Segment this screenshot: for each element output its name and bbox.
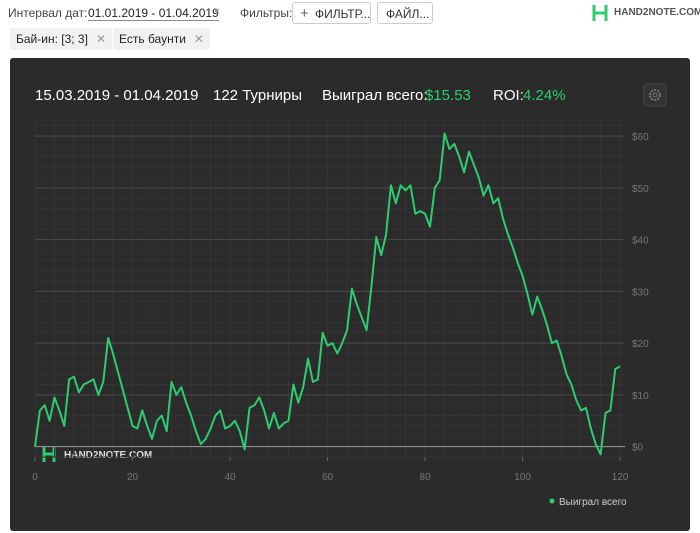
plus-icon: + [300,5,309,22]
x-tick-label: 40 [224,472,236,483]
chart-panel: 15.03.2019 - 01.04.2019 122 Турниры Выиг… [10,58,690,531]
watermark-text: HAND2NOTE.COM [64,450,152,461]
x-tick-label: 100 [514,472,531,483]
date-label: Интервал дат: [8,6,88,20]
x-tick-label: 60 [322,472,334,483]
dropdown-arrow[interactable]: ▼ [212,6,221,16]
add-filter-button[interactable]: + ФИЛЬТР... [292,2,371,24]
y-tick-label: $10 [632,391,649,402]
chip-close[interactable]: ✕ [95,32,106,46]
chip[interactable]: Бай-ин: [3; 3] ✕ [10,28,112,50]
y-tick-label: $0 [632,443,644,454]
x-tick-label: 20 [127,472,139,483]
stats-tournaments: 122 Турниры [213,87,302,104]
chip-text: Есть баунти [119,32,186,46]
x-tick-label: 80 [420,472,432,483]
series-line [34,132,621,456]
legend-label: Выиграл всего [559,497,627,508]
chip-close[interactable]: ✕ [193,32,204,46]
date-range[interactable]: 01.01.2019 - 01.04.2019 [88,6,219,21]
legend-marker [549,498,555,504]
y-tick-label: $60 [632,132,649,143]
y-tick-label: $50 [632,184,649,195]
y-tick-label: $40 [632,236,649,247]
y-tick-label: $20 [632,339,649,350]
panel-bg [10,58,690,531]
stats-roi-label: ROI: [493,87,524,104]
stats-won: $15.53 [425,87,471,104]
y-tick-label: $30 [632,287,649,298]
stats-roi: 4.24% [523,87,566,104]
stats-won-label: Выиграл всего: [322,87,428,104]
chip-text: Бай-ин: [3; 3] [16,32,88,46]
x-tick-label: 120 [612,472,629,483]
x-tick-label: 0 [32,472,38,483]
logo-icon [592,5,608,21]
filters-label: Фильтры: [240,6,293,20]
chip[interactable]: Есть баунти ✕ [113,28,210,50]
file-button[interactable]: ФАЙЛ... [377,2,433,24]
settings-button[interactable] [643,83,667,107]
logo-text: HAND2NOTE.COM [614,7,700,18]
stats-period: 15.03.2019 - 01.04.2019 [35,87,198,104]
add-filter-text: ФИЛЬТР... [315,7,371,21]
